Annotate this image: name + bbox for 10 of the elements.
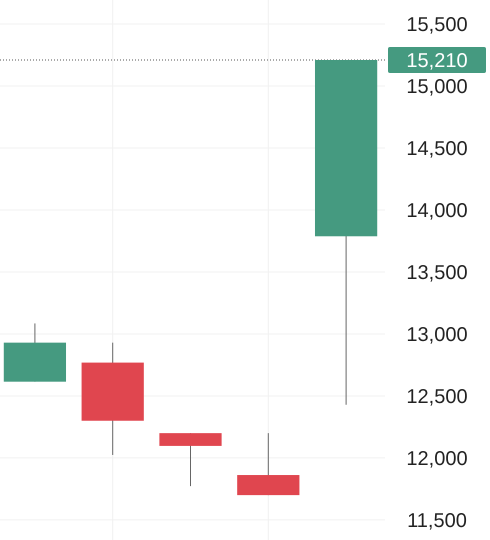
y-tick-label: 11,500	[407, 510, 467, 532]
y-tick-label: 14,500	[406, 138, 468, 160]
y-tick-label: 12,500	[406, 386, 468, 408]
ref-line-label: 15,210	[406, 50, 468, 72]
y-tick-label: 13,000	[406, 324, 468, 346]
y-tick-label: 15,000	[406, 76, 468, 98]
y-tick-label: 12,000	[406, 448, 468, 470]
y-tick-label: 15,500	[406, 14, 468, 36]
y-tick-label: 14,000	[406, 200, 468, 222]
y-tick-label: 13,500	[406, 262, 468, 284]
